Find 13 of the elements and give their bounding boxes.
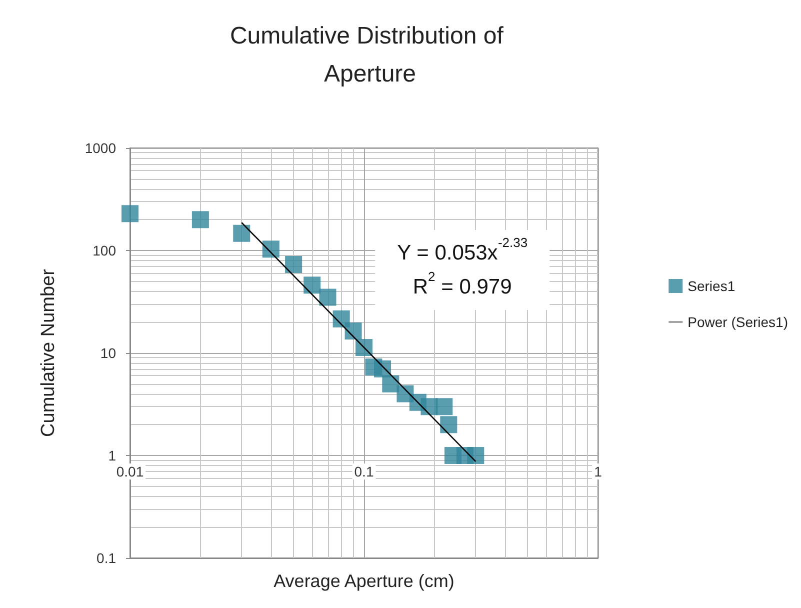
y-tick-label: 1 [108, 448, 116, 464]
y-tick-label: 0.1 [96, 550, 116, 566]
x-tick-label: 1 [594, 464, 602, 480]
x-axis-title: Average Aperture (cm) [274, 571, 454, 591]
x-tick-label: 0.1 [354, 464, 374, 480]
legend-label: Power (Series1) [688, 314, 788, 330]
chart-title: Cumulative Distribution of Aperture [230, 22, 510, 88]
y-tick-label: 10 [100, 345, 116, 361]
y-tick-label: 100 [92, 242, 116, 258]
legend-label: Series1 [688, 278, 736, 294]
x-tick-label: 0.01 [116, 464, 144, 480]
y-tick-label: 1000 [84, 140, 116, 156]
y-axis-title: Cumulative Number [38, 268, 59, 437]
